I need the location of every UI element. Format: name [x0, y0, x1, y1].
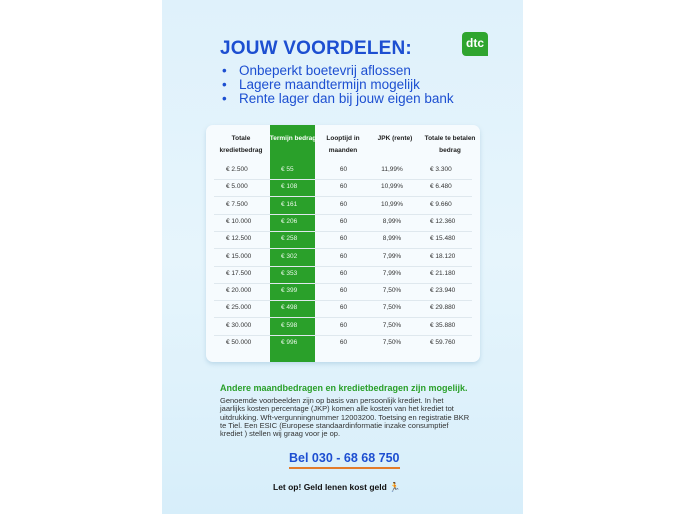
table-row: € 5.000 € 108 60 10,99% € 6.480	[214, 179, 472, 198]
disclaimer-text: Genoemde voorbeelden zijn op basis van p…	[220, 396, 470, 439]
cell-totaal: € 12.360	[430, 217, 456, 225]
cell-looptijd: 60	[339, 304, 348, 312]
cell-kredietbedrag: € 7.500	[226, 200, 248, 208]
cell-jpk: 10,99%	[380, 183, 404, 191]
cell-totaal: € 3.300	[430, 166, 452, 173]
cell-jpk: 8,99%	[382, 217, 402, 225]
cell-totaal: € 59.760	[430, 339, 456, 346]
cell-termijn: € 598	[281, 321, 298, 329]
table-row: € 25.000 € 498 60 7,50% € 29.880	[214, 300, 472, 319]
cell-jpk: 7,50%	[382, 321, 402, 329]
warning-text: Let op! Geld lenen kost geld 🏃	[273, 482, 401, 492]
cell-looptijd: 60	[339, 287, 348, 295]
running-man-icon: 🏃	[389, 482, 401, 492]
cell-jpk: 10,99%	[380, 200, 404, 208]
header-looptijd: Looptijd in maanden	[326, 135, 360, 154]
cell-totaal: € 21.180	[430, 269, 456, 277]
cell-termijn: € 206	[281, 217, 298, 225]
cell-kredietbedrag: € 17.500	[226, 269, 252, 277]
cell-kredietbedrag: € 30.000	[226, 321, 252, 329]
cell-kredietbedrag: € 50.000	[226, 339, 252, 346]
cell-looptijd: 60	[339, 321, 348, 329]
cell-totaal: € 18.120	[430, 252, 456, 260]
cell-jpk: 8,99%	[382, 235, 402, 243]
cell-kredietbedrag: € 5.000	[226, 183, 248, 191]
cell-termijn: € 161	[281, 200, 298, 208]
cell-kredietbedrag: € 25.000	[226, 304, 252, 312]
cell-looptijd: 60	[339, 183, 348, 191]
cell-termijn: € 996	[281, 339, 298, 346]
dtc-logo: dtc	[462, 32, 488, 56]
cell-kredietbedrag: € 20.000	[226, 287, 252, 295]
cell-looptijd: 60	[339, 200, 348, 208]
subtitle: Andere maandbedragen en kredietbedragen …	[220, 383, 468, 393]
cell-looptijd: 60	[339, 235, 348, 243]
cell-termijn: € 498	[281, 304, 298, 312]
cell-jpk: 11,99%	[381, 166, 403, 173]
cell-termijn: € 399	[281, 287, 298, 295]
header-totale-te-betalen: Totale te betalen bedrag	[424, 135, 476, 154]
cell-termijn: € 258	[281, 235, 298, 243]
cell-termijn: € 55	[281, 166, 294, 173]
cell-totaal: € 6.480	[430, 183, 452, 191]
table-row: € 7.500 € 161 60 10,99% € 9.660	[214, 197, 472, 215]
benefit-item: • Rente lager dan bij jouw eigen bank	[222, 91, 454, 106]
cell-kredietbedrag: € 12.500	[226, 235, 252, 243]
benefits-list: • Onbeperkt boetevrij aflossen • Lagere ma…	[222, 64, 454, 106]
cell-totaal: € 23.940	[430, 287, 456, 295]
header-jpk: JPK (rente)	[377, 135, 413, 142]
cell-jpk: 7,50%	[382, 304, 402, 312]
cell-termijn: € 108	[281, 183, 298, 191]
table-row: € 10.000 € 206 60 8,99% € 12.360	[214, 214, 472, 232]
cell-looptijd: 60	[339, 166, 348, 173]
cell-termijn: € 353	[281, 269, 298, 277]
table-row: € 12.500 € 258 60 8,99% € 15.480	[214, 231, 472, 250]
table-row: € 15.000 € 302 60 7,99% € 18.120	[214, 249, 472, 267]
cell-looptijd: 60	[339, 252, 348, 260]
cell-kredietbedrag: € 15.000	[226, 252, 252, 260]
cell-kredietbedrag: € 10.000	[226, 217, 252, 225]
cell-jpk: 7,99%	[382, 269, 402, 277]
cell-jpk: 7,99%	[382, 252, 402, 260]
cell-jpk: 7,50%	[382, 287, 402, 295]
cell-jpk: 7,50%	[382, 339, 402, 346]
credit-table	[206, 125, 480, 362]
cell-looptijd: 60	[339, 339, 348, 346]
termijn-column-highlight	[270, 125, 315, 362]
table-row: € 50.000 € 996 60 7,50% € 59.760	[214, 335, 472, 352]
table-row: € 17.500 € 353 60 7,99% € 21.180	[214, 266, 472, 284]
phone-link[interactable]: Bel 030 - 68 68 750	[289, 451, 400, 469]
table-row: € 20.000 € 399 60 7,50% € 23.940	[214, 283, 472, 302]
cell-totaal: € 35.880	[430, 321, 456, 329]
benefit-item: • Lagere maandtermijn mogelijk	[222, 77, 420, 92]
cell-termijn: € 302	[281, 252, 298, 260]
cell-looptijd: 60	[339, 217, 348, 225]
table-row: € 2.500 € 55 60 11,99% € 3.300	[214, 162, 472, 180]
cell-totaal: € 9.660	[430, 200, 452, 208]
cell-totaal: € 15.480	[430, 235, 456, 243]
page-title: JOUW VOORDELEN:	[220, 38, 412, 59]
benefit-item: • Onbeperkt boetevrij aflossen	[222, 63, 411, 78]
cell-kredietbedrag: € 2.500	[226, 166, 248, 173]
cell-totaal: € 29.880	[430, 304, 456, 312]
header-totale-kredietbedrag: Totale kredietbedrag	[219, 135, 263, 154]
table-row: € 30.000 € 598 60 7,50% € 35.880	[214, 318, 472, 336]
header-termijn-bedrag: Termijn bedrag	[269, 135, 317, 142]
cell-looptijd: 60	[339, 269, 348, 277]
